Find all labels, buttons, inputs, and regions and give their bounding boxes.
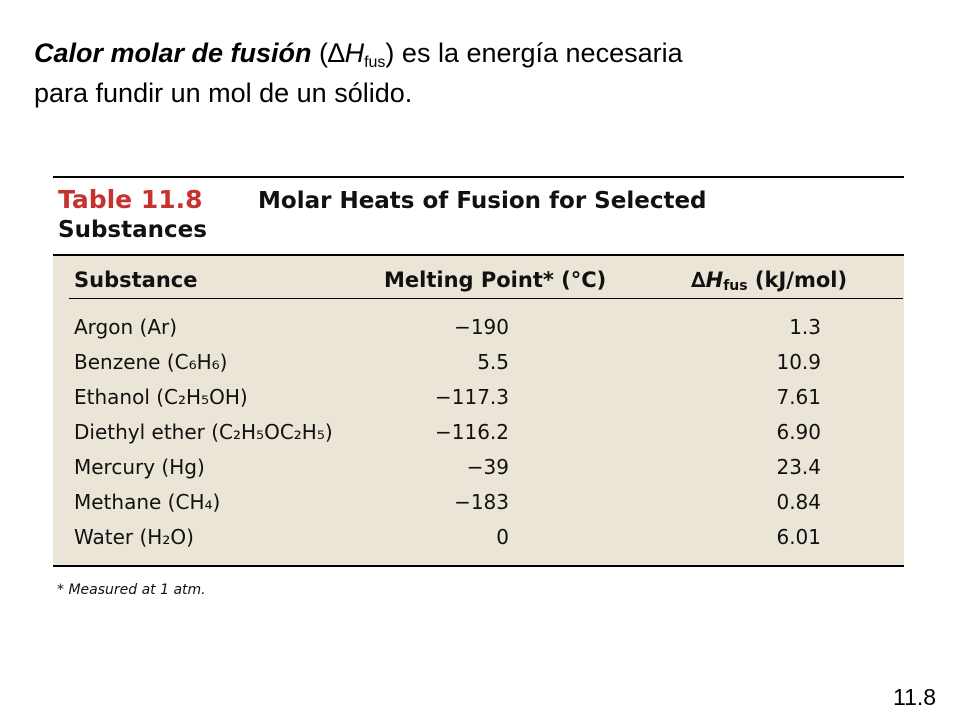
table-number: Table 11.8	[58, 185, 203, 214]
cell-delta-h-fus: 0.84	[776, 490, 821, 514]
cell-melting-point: −183	[454, 490, 509, 514]
cell-substance: Mercury (Hg)	[74, 455, 205, 479]
heading-line1-rest: es la energía necesaria	[394, 38, 683, 68]
heading-line-2: para fundir un mol de un sólido.	[34, 78, 413, 108]
heading-delta-symbol: ∆	[328, 38, 345, 68]
cell-substance: Methane (CH₄)	[74, 490, 221, 514]
heading-paren-open: (	[311, 38, 329, 68]
cell-delta-h-fus: 10.9	[776, 350, 821, 374]
table-row: Diethyl ether (C₂H₅OC₂H₅) −116.2 6.90	[53, 415, 904, 450]
cell-substance: Diethyl ether (C₂H₅OC₂H₅)	[74, 420, 333, 444]
column-header-h-symbol: H	[705, 268, 724, 292]
column-header-delta-h-fus: ∆Hfus (kJ/mol)	[691, 266, 847, 294]
cell-delta-h-fus: 6.01	[776, 525, 821, 549]
heading-line-1: Calor molar de fusión (∆Hfus) es la ener…	[34, 33, 934, 73]
cell-substance: Water (H₂O)	[74, 525, 194, 549]
column-header-melting-point: Melting Point* (°C)	[384, 268, 607, 292]
table-title-line-2: Substances	[58, 217, 207, 243]
column-header-delta-symbol: ∆	[691, 268, 706, 292]
table-top-rule	[53, 176, 904, 178]
heading-h-symbol: H	[344, 38, 365, 68]
heading-h-subscript: fus	[364, 54, 386, 71]
cell-melting-point: −39	[466, 455, 509, 479]
cell-substance: Benzene (C₆H₆)	[74, 350, 228, 374]
cell-melting-point: −116.2	[434, 420, 509, 444]
table-caption: Table 11.8 Molar Heats of Fusion for Sele…	[58, 185, 898, 245]
heading-bold-term: Calor molar de fusión	[34, 38, 312, 68]
cell-substance: Ethanol (C₂H₅OH)	[74, 385, 248, 409]
table-footnote: * Measured at 1 atm.	[57, 582, 206, 598]
heading-paren-close: )	[385, 38, 395, 68]
cell-delta-h-fus: 1.3	[789, 315, 821, 339]
cell-substance: Argon (Ar)	[74, 315, 178, 339]
cell-delta-h-fus: 7.61	[776, 385, 821, 409]
column-header-h-subscript: fus	[723, 278, 748, 294]
header-rule	[69, 298, 903, 299]
table-row: Ethanol (C₂H₅OH) −117.3 7.61	[53, 380, 904, 415]
table-row: Argon (Ar) −190 1.3	[53, 310, 904, 345]
slide-number: 11.8	[893, 684, 937, 710]
table-body: Argon (Ar) −190 1.3 Benzene (C₆H₆) 5.5 1…	[53, 310, 904, 555]
table-panel: Substance Melting Point* (°C) ∆Hfus (kJ/…	[53, 254, 904, 567]
table-row: Methane (CH₄) −183 0.84	[53, 485, 904, 520]
table-row: Mercury (Hg) −39 23.4	[53, 450, 904, 485]
cell-melting-point: −117.3	[434, 385, 509, 409]
cell-melting-point: −190	[454, 315, 509, 339]
table-title-line-1: Molar Heats of Fusion for Selected	[258, 188, 707, 214]
column-header-substance: Substance	[74, 268, 198, 292]
column-header-units: (kJ/mol)	[747, 268, 848, 292]
cell-delta-h-fus: 6.90	[776, 420, 821, 444]
cell-melting-point: 5.5	[477, 350, 509, 374]
cell-melting-point: 0	[496, 525, 509, 549]
table-row: Benzene (C₆H₆) 5.5 10.9	[53, 345, 904, 380]
slide-heading: Calor molar de fusión (∆Hfus) es la ener…	[34, 33, 934, 113]
cell-delta-h-fus: 23.4	[776, 455, 821, 479]
table-row: Water (H₂O) 0 6.01	[53, 520, 904, 555]
